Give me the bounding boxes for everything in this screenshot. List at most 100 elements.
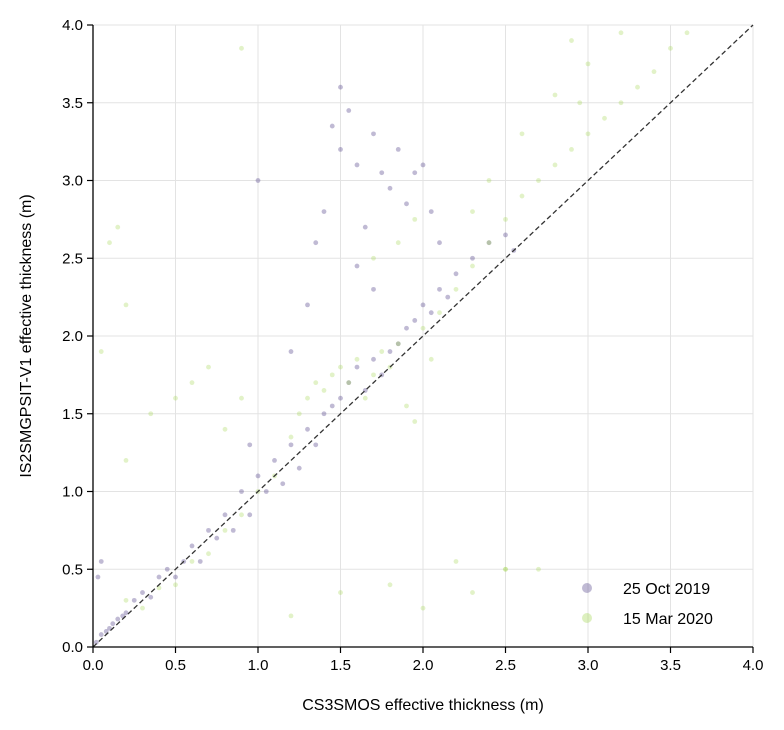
data-point [214,535,220,541]
y-tick-label: 0.0 [62,639,83,656]
data-point [115,616,121,622]
data-point [189,559,195,564]
data-point [173,574,178,580]
data-point [321,388,327,393]
data-point [288,349,294,354]
data-point [98,559,104,564]
data-point [437,240,442,246]
data-point [338,147,343,152]
data-point [321,209,327,215]
data-point [247,442,253,448]
data-point [329,403,335,409]
data-point [387,349,393,354]
data-point [255,178,261,183]
data-point [420,162,426,168]
data-point [470,209,475,215]
data-point [247,512,253,518]
data-point [362,224,368,230]
y-tick-label: 2.5 [62,250,83,267]
data-point [288,442,294,448]
data-point [164,566,170,572]
data-point [404,325,409,331]
data-point [428,209,434,215]
data-point [486,178,492,183]
data-point [404,201,409,207]
data-point [371,255,376,261]
data-point [107,240,112,246]
data-point [536,178,541,183]
data-point [412,170,418,176]
x-ticks: 0.0 0.5 1.0 1.5 2.0 2.5 3.0 3.5 4.0 [83,647,764,674]
x-tick-label: 3.5 [660,657,681,674]
data-point [552,162,558,168]
data-point [239,45,244,51]
data-point [123,610,129,616]
data-point [428,310,434,316]
data-point [173,395,178,401]
data-point [123,458,129,463]
data-point [354,162,360,168]
data-point [131,597,137,603]
data-point [585,131,591,137]
grid [92,24,754,648]
data-point [313,380,319,386]
data-point [338,395,343,401]
scatter-points [93,30,690,645]
x-axis-label: CS3SMOS effective thickness (m) [302,697,544,714]
data-point [296,411,302,417]
data-point [503,232,508,238]
data-point [362,395,368,401]
data-point [395,240,401,246]
legend-marker-15-mar-2020 [582,613,592,623]
data-point [280,481,286,487]
data-point [346,108,352,113]
data-point [387,582,393,588]
data-point [569,147,574,152]
data-point [470,590,475,595]
data-point [602,115,607,121]
data-point [412,318,418,323]
data-point [239,395,244,401]
data-point [95,574,101,580]
data-point [140,590,145,595]
data-point [585,61,591,67]
data-point [189,543,195,549]
data-point [437,310,442,316]
data-point [346,380,352,386]
data-point [503,566,508,572]
data-point [412,216,418,222]
data-point [354,356,360,362]
data-point [197,559,203,564]
data-point [420,325,426,331]
x-tick-label: 1.0 [248,657,269,674]
y-tick-label: 0.5 [62,561,83,578]
legend-marker-25-oct-2019 [582,583,592,593]
x-tick-label: 4.0 [743,657,764,674]
data-point [115,224,121,230]
data-point [148,594,154,600]
data-point [354,364,360,370]
y-tick-label: 3.5 [62,95,83,112]
data-point [305,302,310,308]
data-point [428,356,434,362]
data-point [263,489,269,494]
data-point [486,240,492,246]
y-tick-label: 1.0 [62,484,83,501]
data-point [552,92,558,98]
data-point [222,512,228,518]
data-point [206,551,211,557]
data-point [519,193,525,199]
data-point [296,465,302,471]
data-point [371,356,376,362]
data-point [503,216,508,222]
data-point [239,489,244,494]
data-point [371,131,376,137]
data-point [230,527,236,533]
data-point [371,372,376,378]
x-tick-label: 0.5 [165,657,186,674]
data-point [395,147,401,152]
series-0 [93,84,517,645]
data-point [437,286,442,292]
x-tick-label: 1.5 [330,657,351,674]
